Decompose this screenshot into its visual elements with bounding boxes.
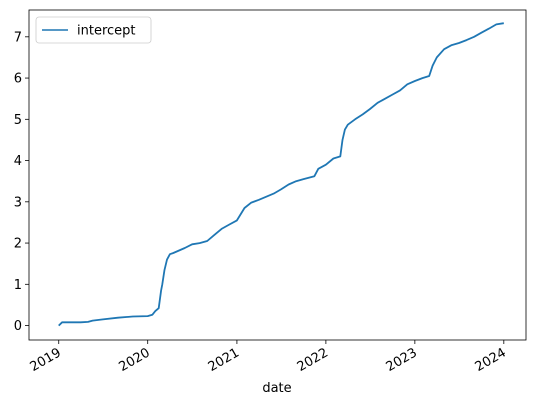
- legend-box: [35, 16, 152, 44]
- x-tick-label: 2024: [473, 345, 509, 375]
- series-line-intercept: [58, 22, 504, 327]
- y-tick-label: 5: [14, 113, 22, 128]
- x-tick-label: 2020: [117, 345, 153, 375]
- x-tick-label: 2021: [206, 345, 242, 375]
- y-tick-label: 4: [14, 154, 22, 169]
- y-tick-label: 6: [14, 72, 22, 87]
- plot-area: [29, 10, 526, 340]
- y-tick-label: 3: [14, 195, 22, 210]
- y-tick-label: 1: [14, 278, 22, 293]
- legend: intercept: [35, 16, 152, 44]
- y-tick-label: 7: [14, 30, 22, 45]
- y-tick-label: 0: [14, 319, 22, 334]
- legend-label-intercept: intercept: [77, 24, 136, 39]
- y-tick-label: 2: [14, 237, 22, 252]
- series-layer: [58, 22, 504, 327]
- x-tick-label: 2023: [384, 345, 420, 375]
- x-tick-label: 2019: [28, 345, 64, 375]
- x-tick-label: 2022: [295, 345, 331, 375]
- x-axis-label: date: [262, 381, 291, 396]
- plot-frame: [28, 9, 527, 341]
